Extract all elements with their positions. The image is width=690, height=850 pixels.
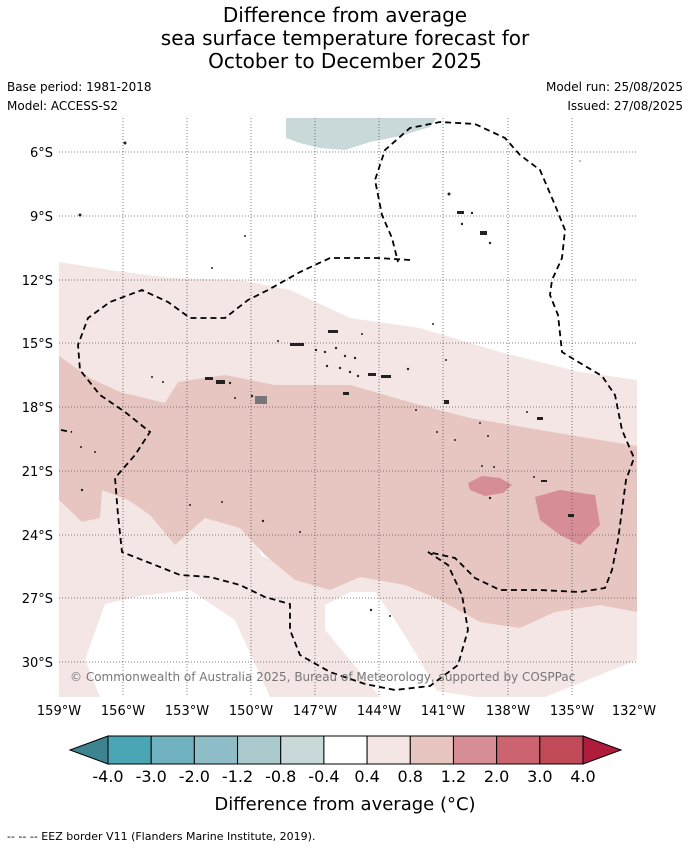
colorbar-cell (323, 735, 368, 765)
colorbar-tick-label: -3.0 (136, 767, 167, 786)
lon-label: 147°W (293, 704, 337, 719)
grid-lines (59, 118, 637, 697)
lat-label: 12°S (22, 274, 53, 289)
meta-right: Model run: 25/08/2025 Issued: 27/08/2025 (546, 80, 683, 118)
colorbar-tick-label: 4.0 (570, 767, 595, 786)
colorbar-cell (452, 735, 498, 765)
meta-left: Base period: 1981-2018 Model: ACCESS-S2 (7, 80, 152, 118)
colorbar-tick-label: 3.0 (527, 767, 552, 786)
copyright-notice: © Commonwealth of Australia 2025, Bureau… (70, 670, 575, 684)
colorbar-tick-label: -0.4 (308, 767, 339, 786)
base-period: Base period: 1981-2018 (7, 80, 152, 94)
colorbar-tick-label: 0.8 (398, 767, 423, 786)
lon-label: 135°W (550, 704, 594, 719)
lon-label: 156°W (101, 704, 145, 719)
lat-label: 27°S (22, 592, 53, 607)
anomaly-region-1-2-east (535, 490, 600, 545)
cool-anomaly-region (286, 118, 437, 150)
neutral-patch-south-center (325, 592, 440, 697)
neutral-patch-south-east (420, 690, 475, 697)
colorbar-tick-label: -4.0 (92, 767, 123, 786)
lat-axis: 6°S 9°S 12°S 15°S 18°S 21°S 24°S 27°S 30… (22, 146, 53, 671)
colorbar-tick-label: -1.2 (222, 767, 253, 786)
colorbar-tick-label: 2.0 (484, 767, 509, 786)
eez-legend: -- -- -- EEZ border V11 (Flanders Marine… (7, 830, 316, 843)
colorbar-tick-label: -0.8 (265, 767, 296, 786)
lon-label: 144°W (357, 704, 401, 719)
lat-label: 9°S (30, 210, 53, 225)
colorbar-extend-low (68, 735, 109, 765)
colorbar-extend-high (582, 735, 623, 765)
anomaly-region-1-2-west (468, 476, 512, 496)
colorbar-cell (237, 735, 282, 765)
neutral-patch-east (545, 660, 637, 697)
lon-axis: 159°W 156°W 153°W 150°W 147°W 144°W 141°… (37, 704, 656, 719)
lat-label: 30°S (22, 656, 53, 671)
lat-label: 6°S (30, 146, 53, 161)
eez-border-short (60, 429, 73, 433)
neutral-patch-south-west (85, 590, 270, 697)
colorbar-cell (193, 735, 239, 765)
issued-date: Issued: 27/08/2025 (567, 99, 683, 113)
colorbar: -4.0 -3.0 -2.0 -1.2 -0.8 -0.4 0.4 0.8 1.2 2.0 3.0 4… (68, 735, 623, 815)
islands (78, 141, 581, 617)
eez-border (77, 121, 635, 691)
colorbar-cell (150, 735, 195, 765)
lat-label: 21°S (22, 465, 53, 480)
colorbar-cell (280, 735, 325, 765)
lon-label: 159°W (37, 704, 81, 719)
model-run: Model run: 25/08/2025 (545, 80, 683, 94)
lon-label: 132°W (612, 704, 656, 719)
sst-anomaly-field: © Commonwealth of Australia 2025, Bureau… (59, 118, 637, 697)
lon-label: 141°W (421, 704, 465, 719)
lat-label: 15°S (22, 337, 53, 352)
colorbar-cell (107, 735, 152, 765)
title-line-3: October to December 2025 (208, 49, 482, 73)
colorbar-cell (539, 735, 584, 765)
title-line-2: sea surface temperature forecast for (160, 26, 530, 50)
colorbar-cell (496, 735, 541, 765)
colorbar-tick-label: 1.2 (441, 767, 466, 786)
anomaly-region-0-8 (59, 356, 637, 628)
colorbar-tick-label: 0.4 (354, 767, 379, 786)
lat-label: 18°S (22, 401, 53, 416)
title-line-1: Difference from average (222, 3, 468, 27)
lat-label: 24°S (22, 529, 53, 544)
colorbar-cell (366, 735, 411, 765)
colorbar-label: Difference from average (°C) (214, 794, 475, 815)
colorbar-tick-label: -2.0 (179, 767, 210, 786)
model-name: Model: ACCESS-S2 (7, 99, 119, 113)
lon-label: 150°W (229, 704, 273, 719)
colorbar-cell (409, 735, 454, 765)
lon-label: 153°W (165, 704, 209, 719)
lon-label: 138°W (486, 704, 530, 719)
